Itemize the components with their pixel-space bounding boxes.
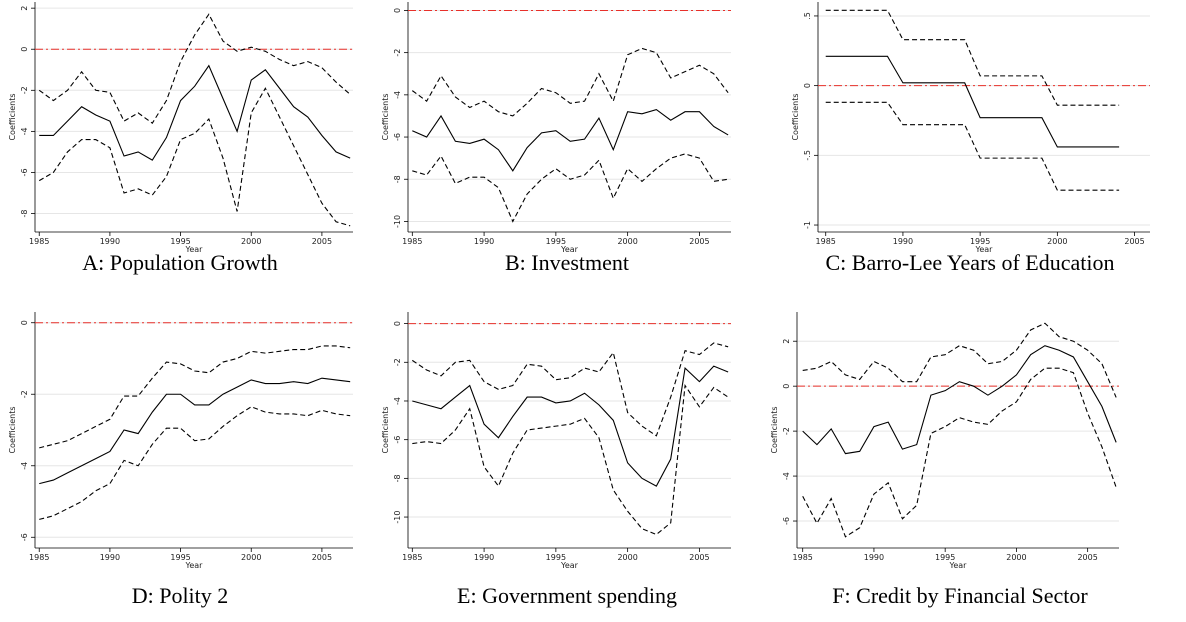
y-axis-label: Coefficients bbox=[8, 93, 17, 140]
x-tick-label: 1990 bbox=[100, 237, 120, 246]
x-tick-label: 1990 bbox=[864, 553, 884, 562]
x-tick-label: 1995 bbox=[546, 237, 566, 246]
series-line bbox=[39, 345, 351, 449]
series-line bbox=[38, 13, 351, 124]
x-tick-label: 2005 bbox=[312, 553, 332, 562]
y-tick-label: 0 bbox=[393, 8, 402, 13]
x-tick-label: 1995 bbox=[170, 237, 190, 246]
x-axis-label: Year bbox=[560, 561, 579, 570]
y-tick-label: 0 bbox=[803, 83, 812, 88]
panel-caption: A: Population Growth bbox=[82, 250, 278, 275]
x-tick-label: 1990 bbox=[474, 553, 494, 562]
x-tick-label: 2005 bbox=[1124, 237, 1144, 246]
series-line bbox=[412, 109, 729, 172]
y-tick-label: -6 bbox=[782, 517, 791, 525]
panel-caption: B: Investment bbox=[505, 250, 629, 275]
x-tick-label: 1985 bbox=[793, 553, 813, 562]
series-line bbox=[412, 342, 729, 437]
y-tick-label: -10 bbox=[393, 511, 402, 524]
series-line bbox=[411, 47, 729, 117]
y-tick-label: -8 bbox=[393, 474, 402, 482]
y-tick-label: -4 bbox=[20, 462, 29, 470]
series-line bbox=[802, 345, 1117, 455]
y-tick-label: .5 bbox=[803, 12, 812, 20]
series-line bbox=[412, 365, 729, 487]
x-axis-label: Year bbox=[185, 245, 204, 254]
y-tick-label: -4 bbox=[20, 127, 29, 135]
series-line bbox=[39, 64, 351, 161]
x-tick-label: 2005 bbox=[689, 237, 709, 246]
y-tick-label: -2 bbox=[782, 427, 791, 435]
series-line bbox=[39, 406, 351, 520]
series-line bbox=[825, 101, 1120, 191]
y-tick-label: -6 bbox=[393, 133, 402, 141]
x-tick-label: 1990 bbox=[100, 553, 120, 562]
panel-caption: D: Polity 2 bbox=[132, 583, 229, 608]
x-axis-label: Year bbox=[975, 245, 994, 254]
panel-caption: E: Government spending bbox=[457, 583, 677, 608]
x-axis-label: Year bbox=[185, 561, 204, 570]
y-tick-label: 0 bbox=[782, 384, 791, 389]
x-tick-label: 1985 bbox=[402, 553, 422, 562]
y-tick-label: 0 bbox=[20, 47, 29, 52]
x-tick-label: 2000 bbox=[1047, 237, 1067, 246]
x-tick-label: 1995 bbox=[970, 237, 990, 246]
y-tick-label: -.5 bbox=[803, 150, 812, 161]
y-tick-label: -8 bbox=[393, 175, 402, 183]
x-axis-label: Year bbox=[560, 245, 579, 254]
y-tick-label: -2 bbox=[20, 86, 29, 94]
x-axis-label: Year bbox=[949, 561, 968, 570]
series-line bbox=[412, 383, 729, 536]
y-axis-label: Coefficients bbox=[8, 406, 17, 453]
y-tick-label: -4 bbox=[393, 397, 402, 405]
y-tick-label: -8 bbox=[20, 210, 29, 218]
x-tick-label: 1985 bbox=[29, 237, 49, 246]
x-tick-label: 2005 bbox=[1077, 553, 1097, 562]
x-tick-label: 2005 bbox=[312, 237, 332, 246]
x-tick-label: 1990 bbox=[893, 237, 913, 246]
series-line bbox=[412, 153, 729, 223]
y-axis-label: Coefficients bbox=[770, 406, 779, 453]
y-tick-label: 0 bbox=[20, 320, 29, 325]
y-tick-label: 2 bbox=[782, 339, 791, 344]
x-tick-label: 2000 bbox=[241, 237, 261, 246]
x-tick-label: 2000 bbox=[617, 553, 637, 562]
x-tick-label: 2005 bbox=[689, 553, 709, 562]
series-line bbox=[802, 322, 1117, 398]
y-tick-label: -6 bbox=[393, 436, 402, 444]
series-line bbox=[802, 367, 1117, 538]
y-tick-label: -10 bbox=[393, 215, 402, 228]
y-axis-label: Coefficients bbox=[791, 93, 800, 140]
y-tick-label: -6 bbox=[20, 168, 29, 176]
y-axis-label: Coefficients bbox=[381, 93, 390, 140]
series-line bbox=[825, 55, 1120, 148]
y-tick-label: -4 bbox=[393, 91, 402, 99]
panel-caption: F: Credit by Financial Sector bbox=[832, 583, 1088, 608]
y-tick-label: -2 bbox=[393, 49, 402, 57]
y-tick-label: 2 bbox=[20, 6, 29, 11]
y-axis-label: Coefficients bbox=[381, 406, 390, 453]
series-line bbox=[39, 377, 351, 485]
x-tick-label: 2000 bbox=[241, 553, 261, 562]
y-tick-label: -4 bbox=[782, 472, 791, 480]
x-tick-label: 1985 bbox=[29, 553, 49, 562]
x-tick-label: 1985 bbox=[816, 237, 836, 246]
panel-caption: C: Barro-Lee Years of Education bbox=[826, 250, 1115, 275]
x-tick-label: 1995 bbox=[546, 553, 566, 562]
series-line bbox=[825, 9, 1120, 106]
y-tick-label: 0 bbox=[393, 321, 402, 326]
y-tick-label: -2 bbox=[393, 358, 402, 366]
y-tick-label: -2 bbox=[20, 390, 29, 398]
x-tick-label: 1995 bbox=[935, 553, 955, 562]
y-tick-label: -6 bbox=[20, 533, 29, 541]
x-tick-label: 1990 bbox=[474, 237, 494, 246]
x-tick-label: 1985 bbox=[402, 237, 422, 246]
x-tick-label: 2000 bbox=[1006, 553, 1026, 562]
y-tick-label: -1 bbox=[803, 221, 812, 229]
x-tick-label: 2000 bbox=[617, 237, 637, 246]
x-tick-label: 1995 bbox=[170, 553, 190, 562]
